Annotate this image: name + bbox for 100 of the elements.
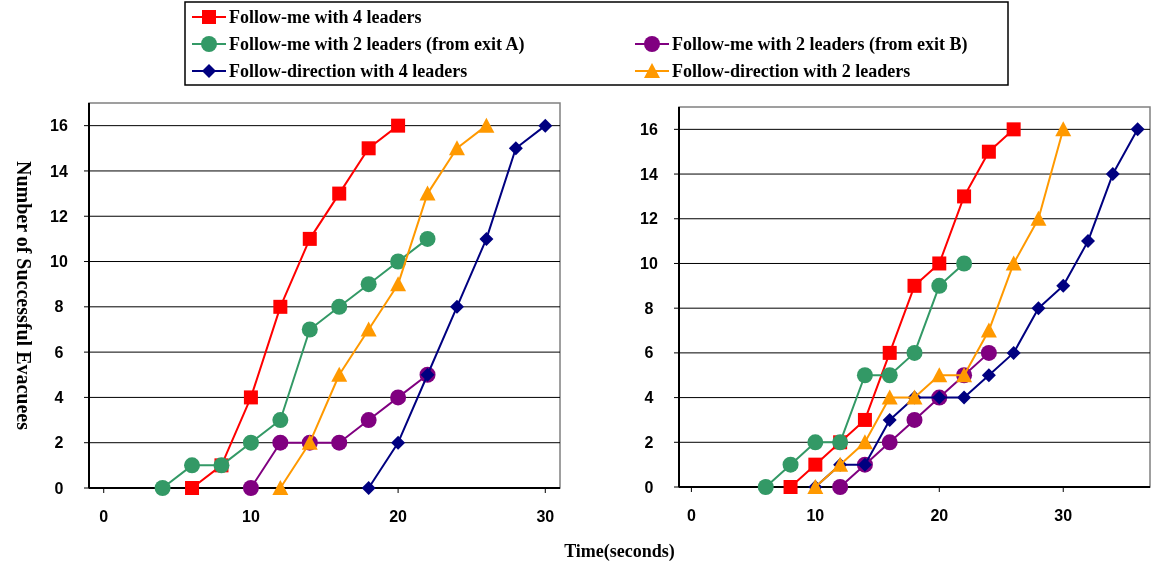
point	[1081, 234, 1096, 249]
point	[981, 368, 996, 383]
point	[1006, 345, 1021, 360]
point	[807, 434, 824, 451]
point	[331, 298, 348, 315]
y-tick-label: 12	[640, 210, 658, 228]
point	[391, 435, 406, 450]
point	[832, 479, 849, 495]
y-tick-label: 10	[640, 255, 658, 273]
y-tick-label: 8	[54, 298, 64, 316]
point	[1055, 121, 1072, 137]
x-tick-label: 0	[99, 508, 109, 525]
y-tick-label: 10	[50, 253, 68, 271]
legend-label: Follow-me with 2 leaders (from exit A)	[229, 34, 525, 56]
point	[931, 277, 948, 294]
legend-label: Follow-me with 4 leaders	[229, 7, 422, 28]
legend-label: Follow-direction with 2 leaders	[672, 61, 911, 82]
point	[882, 345, 897, 360]
point	[1105, 167, 1120, 182]
point	[301, 321, 318, 338]
point	[782, 456, 799, 473]
x-tick-label: 0	[686, 507, 696, 524]
legend-label: Follow-direction with 4 leaders	[229, 61, 468, 82]
point	[478, 117, 495, 133]
x-tick-label: 30	[536, 508, 555, 525]
point	[390, 276, 407, 292]
point	[856, 434, 873, 450]
point	[980, 344, 997, 361]
y-tick-label: 2	[54, 434, 64, 452]
point	[242, 480, 259, 496]
point	[361, 481, 376, 495]
y-tick-label: 4	[54, 389, 64, 407]
y-tick-label: 8	[644, 299, 654, 317]
point	[479, 231, 494, 246]
point	[449, 299, 464, 314]
point	[907, 278, 922, 293]
point	[242, 434, 259, 451]
point	[390, 253, 407, 270]
point	[390, 389, 407, 406]
point	[881, 367, 898, 384]
y-tick-label: 0	[644, 478, 654, 496]
point	[273, 299, 288, 314]
point	[980, 322, 997, 338]
x-axis-title: Time(seconds)	[564, 541, 675, 562]
point	[360, 276, 377, 293]
point	[757, 479, 774, 495]
point	[957, 390, 972, 405]
point	[272, 434, 289, 451]
point	[932, 256, 947, 271]
point	[783, 480, 798, 494]
point	[331, 434, 348, 451]
point	[331, 366, 348, 382]
y-tick-label: 14	[50, 162, 68, 180]
point	[956, 255, 973, 272]
y-tick-label: 16	[50, 117, 68, 135]
point	[448, 140, 465, 156]
point	[185, 481, 200, 495]
point	[302, 231, 317, 246]
point	[906, 411, 923, 428]
y-tick-label: 2	[644, 433, 654, 451]
point	[419, 230, 436, 247]
legend-label: Follow-me with 2 leaders (from exit B)	[672, 34, 968, 56]
y-tick-label: 14	[640, 165, 658, 183]
point	[243, 390, 258, 405]
y-tick-label: 6	[644, 344, 654, 362]
point	[154, 480, 171, 496]
y-axis-title: Number of Successful Evacuees	[13, 160, 35, 431]
point	[906, 344, 923, 361]
point	[856, 367, 873, 384]
point	[881, 389, 898, 405]
point	[1130, 122, 1145, 137]
point	[272, 412, 289, 429]
point	[419, 185, 436, 201]
x-tick-label: 30	[1054, 507, 1073, 524]
point	[881, 434, 898, 451]
point	[1030, 210, 1047, 226]
point	[360, 412, 377, 429]
point	[857, 412, 872, 427]
point	[808, 457, 823, 472]
x-tick-label: 20	[389, 508, 408, 525]
point	[981, 144, 996, 159]
x-tick-label: 10	[806, 507, 825, 524]
point	[1031, 301, 1046, 316]
point	[391, 118, 406, 133]
point	[360, 321, 377, 337]
point	[1056, 278, 1071, 293]
y-tick-label: 12	[50, 207, 68, 225]
x-tick-label: 20	[930, 507, 949, 524]
point	[1005, 255, 1022, 271]
point	[957, 189, 972, 204]
point	[1006, 122, 1021, 137]
point	[538, 118, 553, 133]
point	[931, 367, 948, 383]
point	[272, 480, 289, 495]
point	[332, 186, 347, 201]
point	[184, 457, 201, 474]
y-tick-label: 16	[640, 120, 658, 138]
point	[508, 141, 523, 156]
x-tick-label: 10	[242, 508, 260, 525]
point	[882, 412, 897, 427]
